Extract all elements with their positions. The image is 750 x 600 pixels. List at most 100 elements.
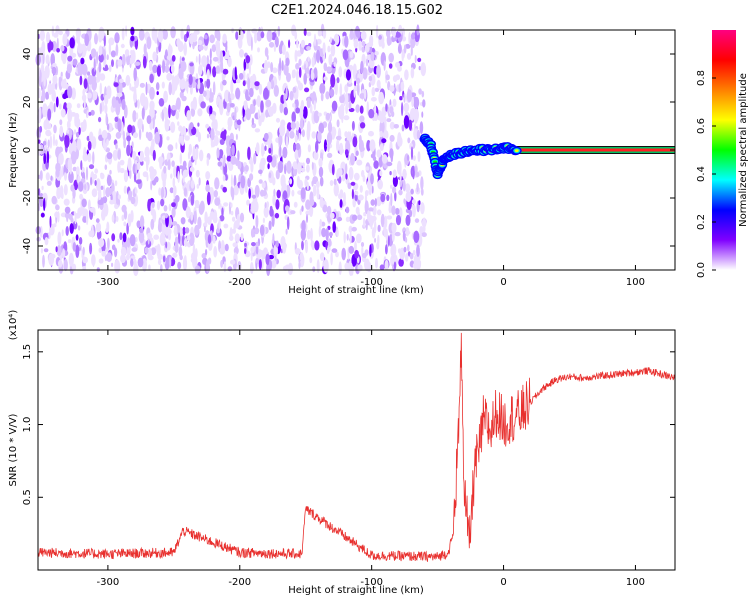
spectrogram-cell [234,66,237,80]
spectrogram-cell [229,235,234,242]
spectrogram-cell [386,215,393,220]
spectrogram-cell [318,225,321,237]
spectrogram-cell [155,46,159,54]
spectrogram-cell [325,227,329,241]
spectrogram-cell [403,102,410,113]
spectrogram-cell [283,93,287,103]
spectrogram-cell [68,252,74,267]
spectrogram-cell [221,207,224,217]
spectrogram-cell [383,60,386,71]
spectrogram-cell [235,31,239,40]
spectrogram-cell [72,242,77,252]
spectrogram-cell [151,27,156,41]
spectrogram-cell [210,128,215,141]
spectrogram-cell [78,127,81,135]
spectrogram-cell [41,88,46,103]
spectrogram-cell [136,220,141,229]
spectrogram-cell [134,236,138,243]
spectrogram-cell [231,144,235,156]
spectrogram-cell [42,140,47,146]
spectrogram-cell [40,212,45,218]
spectrogram-cell [343,192,346,204]
spectrogram-cell [196,184,200,189]
spectrogram-cell [343,115,350,121]
spectrogram-cell [225,42,228,53]
spectrogram-cell [48,253,55,266]
spectrogram-cell [336,216,343,222]
spectrogram-cell [60,108,66,118]
spectrogram-cell [316,259,320,274]
spectrogram-cell [171,83,176,96]
spectrogram-cell [397,136,403,148]
spectrogram-cell [386,161,393,167]
spectrogram-cell [380,193,386,203]
spectrogram-cell [115,190,119,205]
spectrogram-cell [296,175,300,188]
spectrogram-cell [311,56,315,68]
spectrogram-cell [177,170,180,183]
spectrogram-cell [162,60,166,74]
spectrogram-cell [64,212,71,219]
spectrogram-cell [208,187,214,195]
spectrogram-cell [85,166,89,181]
spectrogram-cell [186,235,191,241]
spectrogram-cell [242,69,246,83]
spectrogram-cell [115,43,119,57]
spectrogram-cell [376,79,381,89]
y-tick-label: 0 [22,147,33,153]
spectrogram-cell [359,185,363,193]
spectrogram-cell [320,92,324,102]
spectrogram-cell [381,138,387,144]
spectrogram-cell [105,112,108,126]
spectrogram-cell [124,49,130,57]
spectrogram-cell [95,218,100,223]
spectrogram-cell [247,146,251,160]
spectrogram-cell [163,205,168,212]
spectrogram-cell [88,199,91,211]
spectrogram-cell [262,149,265,155]
spectrogram-cell [327,121,333,133]
spectrogram-cell [344,262,350,271]
spectrogram-cell [213,135,219,147]
spectrogram-cell [78,40,81,52]
spectrogram-cell [118,78,124,84]
spectrogram-cell [46,150,50,164]
spectrogram-cell [57,231,62,246]
x-tick-label: 100 [626,277,645,288]
spectrogram-cell [405,237,408,243]
spectrogram-cell [300,99,305,111]
spectrogram-x-ticks: -300 -200 -100 0 100 [97,30,645,288]
spectrogram-cell [64,206,71,214]
spectrogram-cell [292,161,298,170]
spectrogram-cell [230,202,233,208]
spectrogram-cell [401,124,405,132]
spectrogram-cell [126,135,131,142]
spectrogram-cell [62,93,67,100]
spectrogram-cell [152,169,157,177]
spectrogram-cell [238,72,244,80]
spectrogram-cell [297,161,302,175]
spectrogram-cell [80,121,86,128]
spectrogram-cell [370,224,373,230]
spectrogram-cell [345,103,348,115]
spectrogram-cell [45,54,50,65]
spectrogram-cell [59,119,63,126]
spectrogram-cell [123,169,129,183]
spectrogram-cell [414,54,417,64]
spectrogram-cell [132,132,139,139]
spectrogram-cell [58,152,64,165]
spectrogram-cell [347,182,352,190]
spectrogram-cell [106,138,109,146]
spectrogram-cell [348,225,353,233]
spectrogram-cell [392,175,398,188]
spectrogram-cell [39,170,43,181]
spectrogram-cell [119,232,123,241]
spectrogram-cell [152,149,156,161]
spectrogram-cell [390,150,394,163]
spectrogram-cell [61,192,64,199]
spectrogram-cell [326,246,330,255]
spectrogram-cell [72,188,76,199]
spectrogram-cell [134,188,138,194]
spectrogram-cell [82,256,88,264]
spectrogram-cell [78,207,83,213]
